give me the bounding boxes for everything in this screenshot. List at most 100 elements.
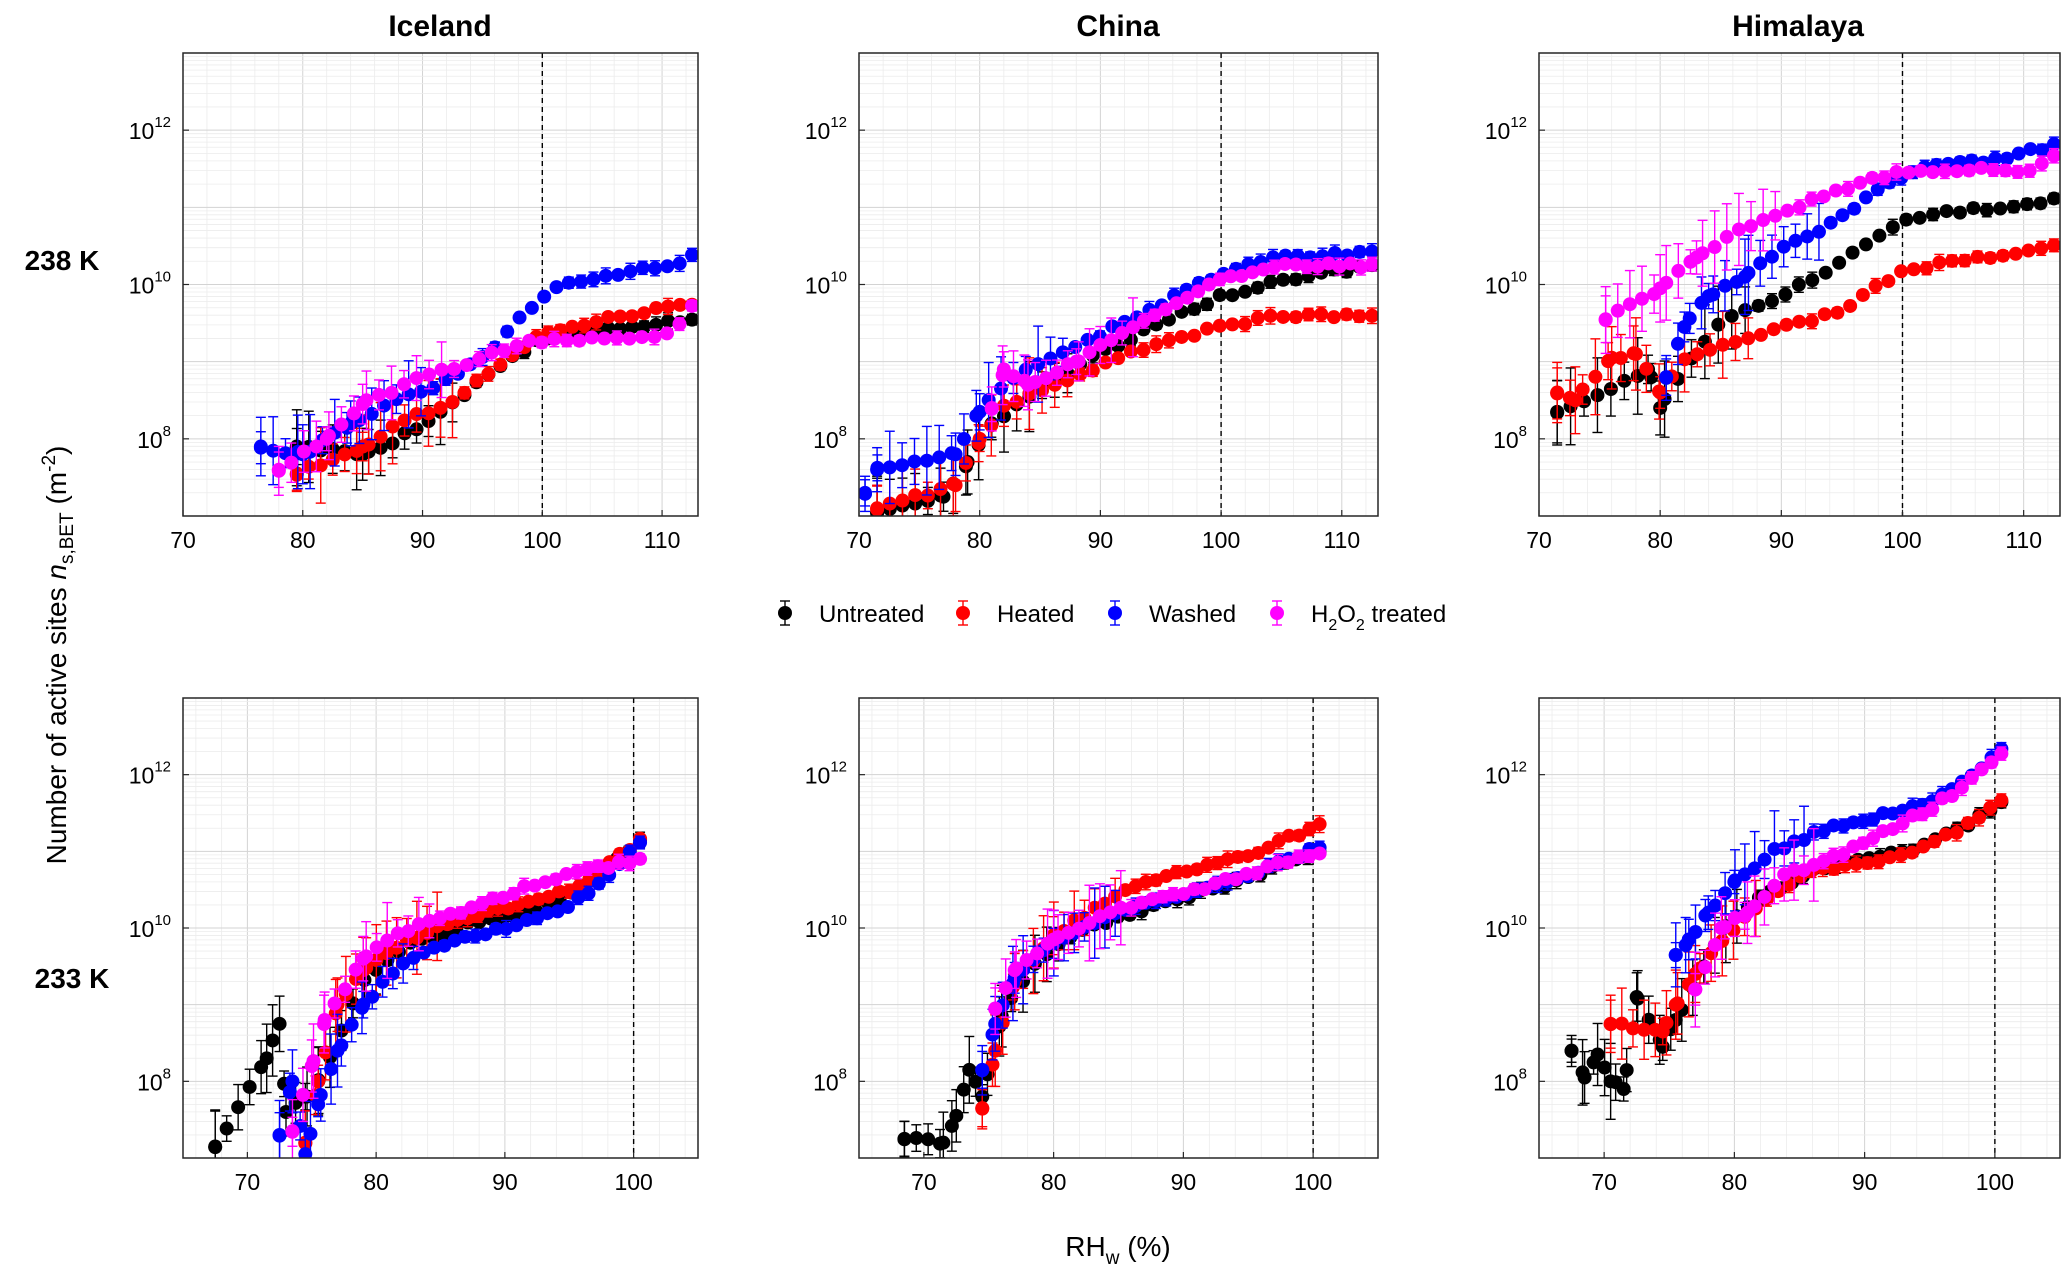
data-point: [1299, 259, 1314, 274]
data-point: [506, 886, 521, 901]
data-point: [897, 1131, 912, 1146]
data-point: [380, 933, 395, 948]
data-point: [1169, 296, 1184, 311]
data-point: [282, 1085, 297, 1100]
data-point: [1994, 746, 2009, 761]
data-point: [284, 455, 299, 470]
x-tick-label: 70: [911, 1169, 937, 1195]
data-point: [685, 247, 698, 262]
data-point: [1767, 841, 1782, 856]
data-point: [1875, 806, 1890, 821]
data-point: [1619, 1063, 1634, 1078]
x-tick-label: 100: [614, 1169, 652, 1195]
data-point: [1711, 317, 1726, 332]
data-point: [1670, 336, 1685, 351]
data-point: [648, 261, 663, 276]
panel-6: 70 80 90 100 108 1010 1012: [1485, 697, 2061, 1195]
data-point: [1245, 265, 1260, 280]
data-point: [1104, 333, 1119, 348]
data-point: [597, 331, 612, 346]
data-point: [574, 274, 589, 289]
data-point: [1766, 322, 1781, 337]
data-point: [1957, 253, 1972, 268]
data-point: [309, 439, 324, 454]
data-point: [401, 924, 416, 939]
data-point: [1115, 326, 1130, 341]
data-point: [1858, 237, 1873, 252]
x-axis-title: RHw (%): [1065, 1231, 1171, 1269]
data-point: [524, 300, 539, 315]
data-point: [984, 400, 999, 415]
data-point: [1312, 846, 1327, 861]
data-point: [601, 320, 616, 335]
data-point: [1843, 298, 1858, 313]
data-point: [1974, 160, 1989, 175]
data-point: [1659, 275, 1674, 290]
panel-2: 70 80 90 100 110 108 1010 1012: [805, 52, 1379, 553]
data-point: [1868, 278, 1883, 293]
data-point: [481, 366, 496, 381]
data-point: [1238, 317, 1253, 332]
data-point: [2046, 238, 2060, 253]
data-point: [1598, 312, 1613, 327]
data-point: [1964, 770, 1979, 785]
legend-item-1: Untreated: [778, 600, 924, 628]
data-point: [1055, 345, 1070, 360]
data-point: [311, 1074, 326, 1089]
data-point: [337, 447, 352, 462]
data-point: [334, 417, 349, 432]
data-point: [2046, 137, 2060, 152]
data-point: [1326, 310, 1341, 325]
data-point: [1945, 253, 1960, 268]
data-point: [1840, 181, 1855, 196]
series-h2o2-treated: [271, 298, 698, 496]
x-tick-label: 100: [523, 527, 561, 553]
legend-label: H2O2 treated: [1311, 601, 1446, 634]
data-point: [359, 393, 374, 408]
y-tick-label: 1010: [1485, 269, 1527, 299]
data-point: [346, 406, 361, 421]
data-point: [949, 1108, 964, 1123]
data-point: [1039, 371, 1054, 386]
data-point: [635, 260, 650, 275]
data-point: [895, 493, 910, 508]
data-point: [586, 272, 601, 287]
legend-label: Heated: [997, 601, 1074, 628]
data-point: [500, 324, 515, 339]
data-point: [1960, 816, 1975, 831]
data-point: [1659, 1015, 1674, 1030]
data-point: [313, 458, 328, 473]
y-axis-title: Number of active sites ns,BET (m-2): [39, 446, 78, 865]
data-point: [445, 395, 460, 410]
data-point: [1256, 262, 1271, 277]
data-point: [661, 299, 676, 314]
data-point: [457, 929, 472, 944]
data-point: [1877, 170, 1892, 185]
data-point: [1855, 287, 1870, 302]
data-point: [1826, 861, 1841, 876]
data-point: [1741, 265, 1756, 280]
data-point: [1354, 260, 1369, 275]
data-point: [1939, 204, 1954, 219]
data-point: [972, 431, 987, 446]
x-tick-label: 100: [1976, 1169, 2014, 1195]
data-point: [551, 884, 566, 899]
data-point: [975, 1101, 990, 1116]
data-point: [560, 900, 575, 915]
data-point: [572, 333, 587, 348]
data-point: [1919, 261, 1934, 276]
data-point: [1671, 263, 1686, 278]
data-point: [488, 921, 503, 936]
data-point: [359, 949, 374, 964]
data-point: [1051, 930, 1066, 945]
grid: [1539, 697, 2060, 1159]
data-point: [672, 256, 687, 271]
data-point: [1200, 297, 1215, 312]
data-point: [1768, 208, 1783, 223]
data-point: [1200, 321, 1215, 336]
data-point: [1717, 278, 1732, 293]
data-point: [527, 878, 542, 893]
y-tick-label: 1012: [129, 759, 171, 789]
x-tick-label: 100: [1202, 527, 1240, 553]
data-point: [647, 329, 662, 344]
